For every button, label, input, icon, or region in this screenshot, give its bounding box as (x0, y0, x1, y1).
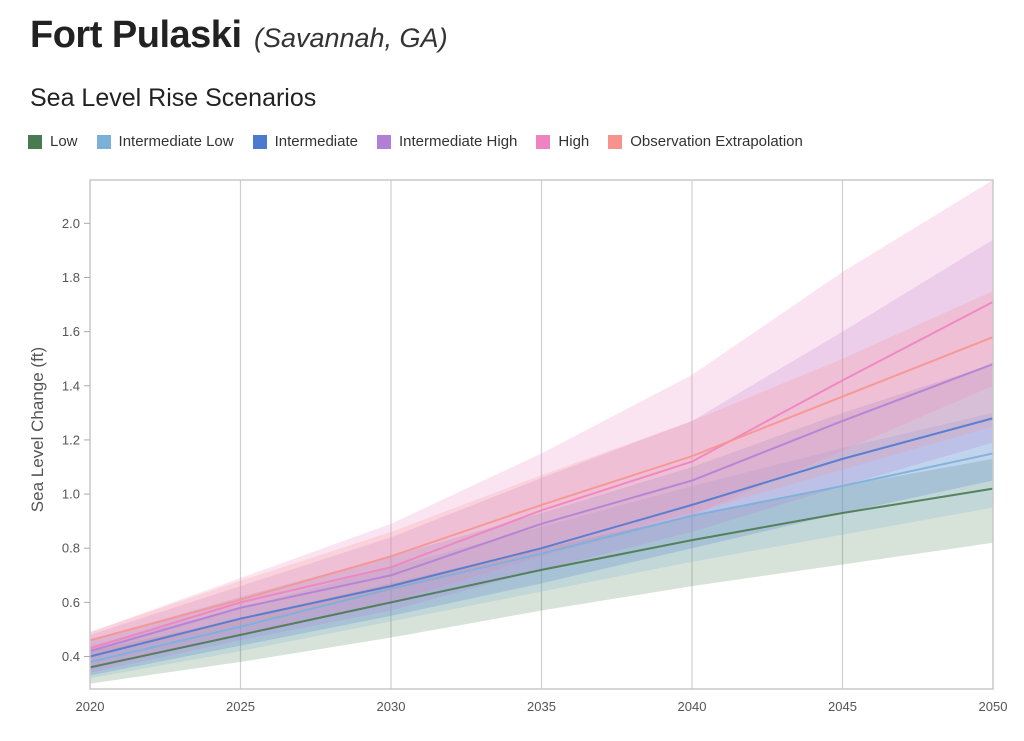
legend-label: Low (50, 133, 78, 150)
band-observation-extrapolation (90, 291, 993, 657)
y-axis-label: Sea Level Change (ft) (28, 347, 47, 512)
legend-swatch (536, 134, 551, 149)
y-tick-label: 0.8 (62, 541, 80, 556)
legend-swatch (377, 134, 391, 149)
band-intermediate-high (90, 239, 993, 673)
y-tick-label: 1.6 (62, 324, 80, 339)
plot-frame (89, 179, 994, 690)
y-tick-label: 1.0 (62, 487, 80, 502)
line-low (89, 487, 994, 669)
legend-item-intermediate[interactable]: Intermediate (252, 133, 358, 150)
y-tick-label: 2.0 (62, 216, 80, 231)
x-tick-label: 2035 (527, 699, 556, 714)
x-tick-label: 2050 (979, 699, 1008, 714)
band-intermediate (90, 364, 993, 676)
line-intermediate-low (89, 452, 994, 663)
x-tick-label: 2030 (377, 699, 406, 714)
legend-label: Observation Extrapolation (630, 133, 803, 150)
legend-label: Intermediate (274, 133, 358, 150)
x-tick-label: 2020 (76, 699, 105, 714)
lines (89, 300, 994, 669)
grid (239, 180, 844, 689)
y-tick-label: 1.4 (62, 378, 80, 393)
band-low (90, 458, 993, 684)
band-intermediate-low (90, 412, 993, 679)
x-axis: 2020 2025 2030 2035 2040 2045 2050 (76, 699, 1008, 714)
legend-item-high[interactable]: High (536, 133, 589, 150)
station-name: Fort Pulaski (30, 14, 242, 56)
legend-item-low[interactable]: Low (28, 133, 78, 150)
station-location: (Savannah, GA) (253, 23, 448, 53)
legend-swatch (608, 134, 623, 149)
legend-item-intermediate-low[interactable]: Intermediate Low (96, 133, 234, 150)
y-tick-label: 0.4 (62, 649, 80, 664)
y-tick-label: 1.8 (62, 270, 80, 285)
legend-swatch (252, 134, 267, 149)
legend-swatch (96, 134, 111, 149)
legend-label: High (558, 133, 590, 150)
legend-label: Intermediate Low (118, 133, 234, 150)
legend-label: Intermediate High (399, 133, 518, 150)
chart-subtitle: Sea Level Rise Scenarios (30, 84, 317, 112)
x-tick-label: 2045 (828, 699, 857, 714)
line-observation-extrapolation (89, 336, 994, 642)
legend-item-observation-extrapolation[interactable]: Observation Extrapolation (608, 133, 803, 150)
legend: Low Intermediate Low Intermediate Intermedi… (28, 133, 822, 150)
y-tick-label: 1.2 (62, 432, 80, 447)
y-axis: 0.4 0.6 0.8 1.0 1.2 1.4 1.6 1.8 2.0 (62, 216, 90, 664)
line-high (89, 300, 994, 650)
x-tick-label: 2040 (678, 699, 707, 714)
chart-title: Fort Pulaski (Savannah, GA) (30, 14, 448, 57)
line-intermediate (89, 417, 994, 658)
legend-item-intermediate-high[interactable]: Intermediate High (377, 133, 517, 150)
legend-swatch (28, 134, 42, 149)
y-tick-label: 0.6 (62, 595, 80, 610)
x-tick-label: 2025 (226, 699, 255, 714)
line-intermediate-high (89, 363, 994, 653)
